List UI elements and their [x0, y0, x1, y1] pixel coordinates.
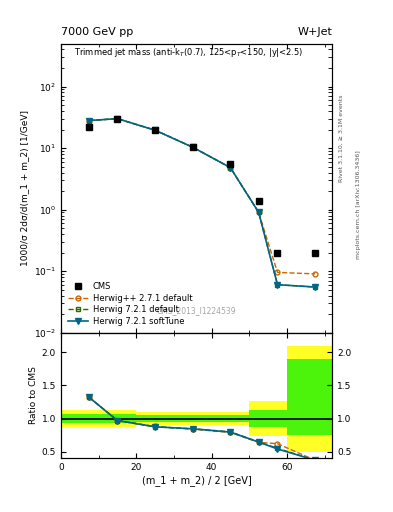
Text: 7000 GeV pp: 7000 GeV pp	[61, 27, 133, 37]
CMS	[275, 249, 280, 255]
Herwig++ 2.7.1 default	[87, 117, 92, 123]
Text: Trimmed jet mass (anti-k$_T$(0.7), 125<p$_T$<150, |y|<2.5): Trimmed jet mass (anti-k$_T$(0.7), 125<p…	[75, 47, 304, 59]
X-axis label: (m_1 + m_2) / 2 [GeV]: (m_1 + m_2) / 2 [GeV]	[141, 475, 252, 486]
Herwig 7.2.1 default	[190, 144, 195, 151]
Herwig 7.2.1 softTune	[275, 282, 280, 288]
Herwig 7.2.1 softTune	[256, 209, 261, 216]
Herwig 7.2.1 softTune	[313, 284, 318, 290]
CMS	[313, 249, 318, 255]
Herwig++ 2.7.1 default	[115, 116, 120, 122]
Herwig 7.2.1 softTune	[115, 116, 120, 122]
CMS	[256, 198, 261, 204]
Text: Rivet 3.1.10, ≥ 3.1M events: Rivet 3.1.10, ≥ 3.1M events	[339, 95, 344, 182]
Herwig++ 2.7.1 default	[153, 127, 158, 133]
Herwig 7.2.1 default	[87, 117, 92, 123]
CMS	[153, 126, 158, 133]
Line: Herwig 7.2.1 softTune: Herwig 7.2.1 softTune	[86, 116, 318, 290]
Herwig++ 2.7.1 default	[256, 209, 261, 216]
Line: Herwig 7.2.1 default: Herwig 7.2.1 default	[87, 116, 318, 289]
Legend: CMS, Herwig++ 2.7.1 default, Herwig 7.2.1 default, Herwig 7.2.1 softTune: CMS, Herwig++ 2.7.1 default, Herwig 7.2.…	[65, 280, 195, 328]
Y-axis label: Ratio to CMS: Ratio to CMS	[29, 367, 37, 424]
Herwig++ 2.7.1 default	[228, 164, 233, 170]
CMS	[115, 116, 120, 122]
Y-axis label: 1000/σ 2dσ/d(m_1 + m_2) [1/GeV]: 1000/σ 2dσ/d(m_1 + m_2) [1/GeV]	[20, 110, 29, 266]
Text: mcplots.cern.ch [arXiv:1306.3436]: mcplots.cern.ch [arXiv:1306.3436]	[356, 151, 361, 259]
Herwig 7.2.1 softTune	[87, 117, 92, 123]
Herwig 7.2.1 softTune	[190, 144, 195, 151]
Herwig++ 2.7.1 default	[313, 271, 318, 277]
Line: Herwig++ 2.7.1 default: Herwig++ 2.7.1 default	[87, 116, 318, 276]
Line: CMS: CMS	[86, 116, 318, 255]
Herwig 7.2.1 default	[313, 284, 318, 290]
Herwig 7.2.1 default	[115, 116, 120, 122]
Text: W+Jet: W+Jet	[297, 27, 332, 37]
Herwig 7.2.1 default	[153, 127, 158, 133]
CMS	[190, 144, 195, 150]
CMS	[87, 124, 92, 130]
Text: CMS_2013_I1224539: CMS_2013_I1224539	[157, 306, 236, 315]
Herwig++ 2.7.1 default	[275, 269, 280, 275]
Herwig 7.2.1 default	[228, 164, 233, 170]
Herwig 7.2.1 softTune	[153, 127, 158, 133]
CMS	[228, 161, 233, 167]
Herwig 7.2.1 softTune	[228, 164, 233, 170]
Herwig 7.2.1 default	[256, 209, 261, 216]
Herwig 7.2.1 default	[275, 282, 280, 288]
Herwig++ 2.7.1 default	[190, 144, 195, 151]
